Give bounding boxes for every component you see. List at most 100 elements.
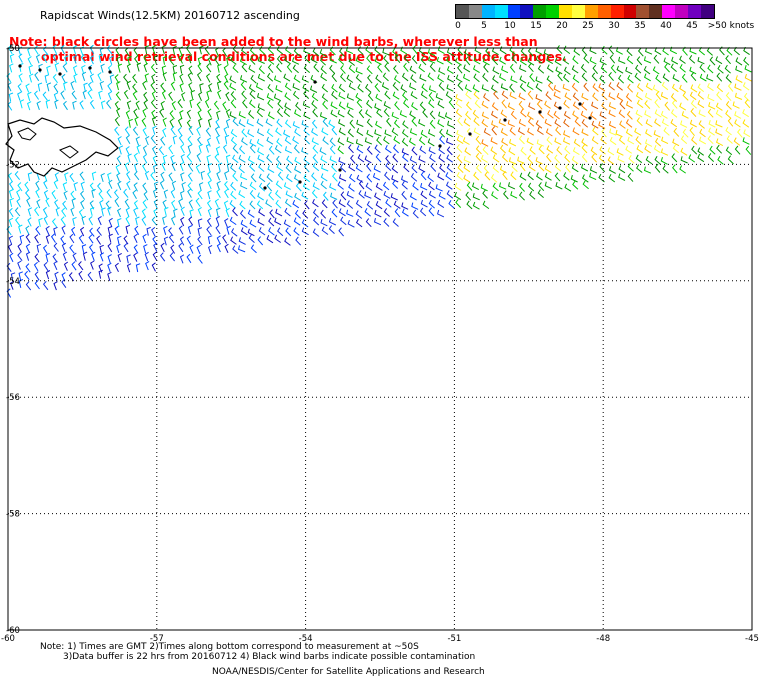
wind-barb [473,73,480,83]
wind-barb [100,100,106,110]
wind-barb [563,130,571,138]
wind-barb [618,56,626,64]
wind-barb [600,135,607,145]
wind-barb [626,55,634,65]
wind-barb [383,136,390,145]
wind-barb [473,90,480,100]
wind-barb [338,157,346,165]
wind-barb [87,271,93,281]
contamination-marker [298,180,302,184]
wind-barb [185,44,191,55]
wind-barb [439,135,445,145]
wind-barb [644,92,652,101]
wind-barb [150,82,156,92]
wind-barb [734,111,742,119]
wind-barb [142,154,148,164]
wind-barb [226,162,232,172]
wind-barb [18,224,23,234]
wind-barb [141,216,147,226]
wind-barb [216,180,221,191]
wind-barb [125,146,130,156]
wind-barb [598,121,606,129]
wind-barb [178,225,184,235]
wind-barb [150,171,156,181]
wind-barb [36,199,41,209]
wind-barb [743,56,750,66]
wind-barb [375,93,383,102]
wind-barb [215,118,221,129]
wind-barb [507,182,516,190]
wind-barb [179,161,185,172]
colorbar-segment [494,5,508,18]
wind-barb [52,44,57,54]
wind-barb [143,91,149,102]
wind-barb [689,119,697,128]
wind-barb [331,84,338,93]
wind-barb [420,129,428,138]
wind-barb [571,65,579,74]
wind-barb [117,63,123,73]
wind-barb [197,62,203,72]
wind-barb [293,47,300,57]
wind-barb [727,82,734,92]
wind-barb [464,49,472,57]
contamination-marker [338,168,342,172]
wind-barb [170,216,176,226]
wind-barb [348,64,356,74]
wind-barb [78,261,84,271]
wind-barb [580,163,589,172]
wind-barb [520,146,527,156]
wind-barb [411,164,418,174]
wind-barb [230,128,238,138]
wind-barb [232,207,238,217]
wind-barb [508,157,517,165]
colorbar-segment [700,5,714,18]
wind-barb [446,84,454,92]
wind-barb [27,56,32,66]
wind-barb [355,199,363,209]
colorbar-segment [533,5,547,18]
wind-barb [348,144,354,154]
wind-barb [177,99,183,109]
wind-barb [114,74,120,84]
wind-barb [277,171,284,181]
wind-barb [312,144,319,154]
wind-barb [349,173,356,183]
wind-barb [276,138,283,147]
wind-barb [608,45,615,55]
wind-barb [208,83,213,93]
wind-barb [446,146,453,156]
wind-barb [69,233,75,244]
wind-barb [437,74,444,83]
wind-barb [178,54,183,64]
wind-barb [38,217,43,227]
wind-barb [555,182,563,190]
wind-barb [446,154,453,163]
wind-barb [365,83,372,93]
wind-barb [376,136,383,146]
wind-barb [33,261,39,272]
wind-barb [267,56,275,65]
wind-barb [716,72,723,82]
wind-barb [224,243,229,254]
wind-barb [393,65,399,75]
contamination-marker [578,102,582,106]
wind-barb [482,189,488,199]
wind-barb [45,197,50,208]
wind-barb [437,100,445,109]
wind-barb [238,119,246,128]
wind-barb [124,198,130,208]
wind-barb [322,100,328,110]
wind-barb [464,84,472,93]
wind-barb [196,101,202,111]
wind-barb [535,156,543,165]
wind-barb [88,244,94,254]
wind-barb [196,71,202,82]
wind-barb [402,120,409,129]
wind-barb [152,251,158,261]
wind-barb [207,118,213,128]
wind-barb [455,199,462,208]
wind-barb [162,199,167,209]
wind-barb [680,156,688,164]
wind-barb [427,72,435,81]
